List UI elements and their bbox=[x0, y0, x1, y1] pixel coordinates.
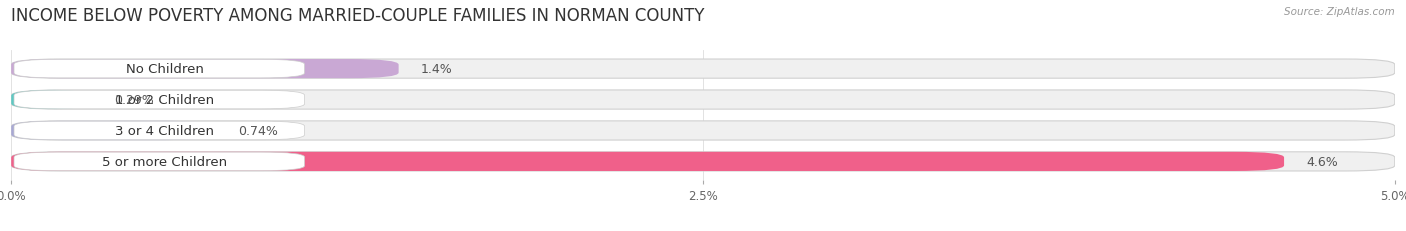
FancyBboxPatch shape bbox=[11, 121, 217, 140]
Text: 0.29%: 0.29% bbox=[114, 94, 153, 106]
Text: 1 or 2 Children: 1 or 2 Children bbox=[115, 94, 214, 106]
FancyBboxPatch shape bbox=[14, 91, 305, 109]
Text: 4.6%: 4.6% bbox=[1306, 155, 1339, 168]
FancyBboxPatch shape bbox=[14, 122, 305, 140]
Text: Source: ZipAtlas.com: Source: ZipAtlas.com bbox=[1284, 7, 1395, 17]
FancyBboxPatch shape bbox=[11, 121, 1395, 140]
FancyBboxPatch shape bbox=[11, 152, 1284, 171]
Text: 1.4%: 1.4% bbox=[420, 63, 453, 76]
FancyBboxPatch shape bbox=[11, 152, 1395, 171]
Text: 5 or more Children: 5 or more Children bbox=[103, 155, 228, 168]
Text: No Children: No Children bbox=[127, 63, 204, 76]
Text: 0.74%: 0.74% bbox=[238, 125, 278, 137]
Text: INCOME BELOW POVERTY AMONG MARRIED-COUPLE FAMILIES IN NORMAN COUNTY: INCOME BELOW POVERTY AMONG MARRIED-COUPL… bbox=[11, 7, 704, 25]
FancyBboxPatch shape bbox=[11, 91, 1395, 110]
FancyBboxPatch shape bbox=[14, 60, 305, 79]
Text: 3 or 4 Children: 3 or 4 Children bbox=[115, 125, 214, 137]
FancyBboxPatch shape bbox=[14, 152, 305, 171]
FancyBboxPatch shape bbox=[11, 91, 91, 110]
FancyBboxPatch shape bbox=[11, 60, 399, 79]
FancyBboxPatch shape bbox=[11, 60, 1395, 79]
